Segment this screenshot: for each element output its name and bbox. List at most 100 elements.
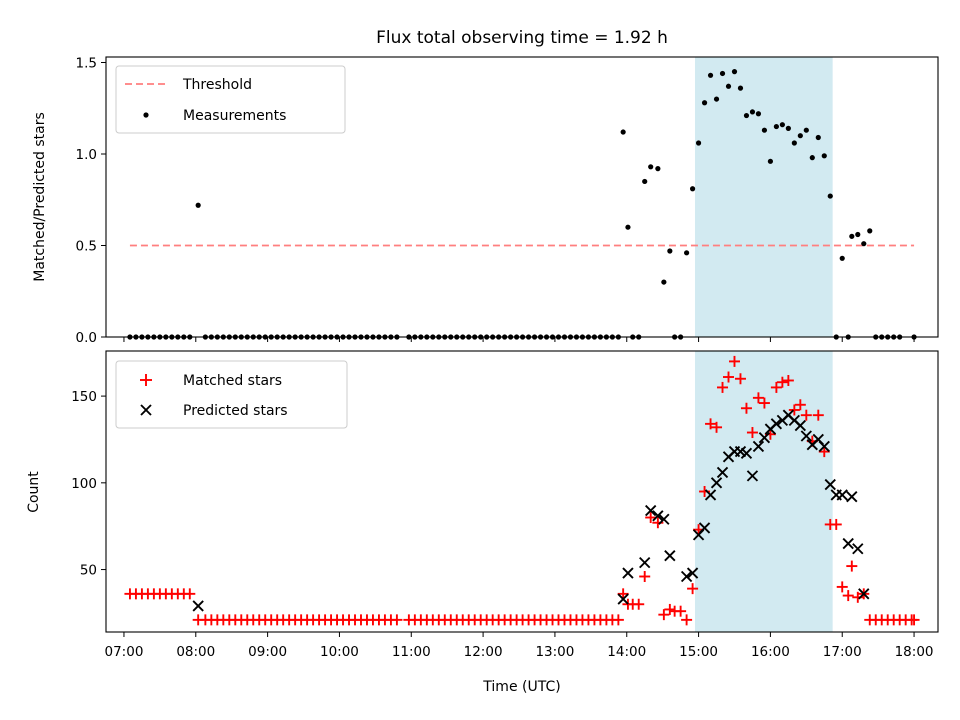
x-tick-label: 14:00 (607, 644, 646, 660)
measurement-point (785, 125, 791, 131)
x-tick-label: 10:00 (320, 644, 359, 660)
matched-legend-swatch (140, 374, 152, 386)
matched-star-point (752, 392, 764, 404)
matched-star-point (842, 590, 854, 602)
bottom-legend-box (115, 360, 348, 429)
matched-star-point (908, 614, 920, 626)
bottom-axes-frame (105, 350, 939, 633)
bottom-panel: 50 100 150 07:00 08:00 09:00 10:00 11:00 12:00 13… (26, 350, 939, 695)
chart-title: Flux total observing time = 1.92 h (376, 28, 668, 48)
measurement-point (849, 233, 855, 239)
matched-star-point (723, 371, 735, 383)
x-tick-label: 12:00 (464, 644, 503, 660)
matched-star-point (812, 409, 824, 421)
measurement-point (867, 228, 873, 234)
matched-star-point (675, 605, 687, 617)
top-y-tick-label: 1.0 (76, 147, 97, 163)
matched-star-point (664, 603, 676, 615)
predicted-star-point (622, 567, 634, 579)
measurement-point (761, 127, 768, 133)
predicted-star-point (716, 466, 729, 479)
x-tick-label: 07:00 (105, 644, 144, 660)
predicted-legend-label: Predicted stars (183, 403, 288, 419)
predicted-star-point (800, 430, 812, 442)
top-legend-box (115, 65, 346, 134)
measurement-point (731, 69, 738, 75)
bottom-y-tick-label: 50 (80, 563, 97, 579)
measurement-point (642, 178, 648, 185)
predicted-star-point (836, 489, 848, 501)
x-tick-label: 17:00 (823, 644, 862, 660)
matched-star-point (788, 404, 800, 416)
bottom-y-axis-label: Count (26, 471, 42, 513)
top-y-axis-label: Matched/Predicted stars (32, 112, 48, 282)
matched-star-point (776, 376, 788, 388)
predicted-stars-points (192, 409, 870, 612)
matched-star-point (681, 614, 693, 626)
measurement-point (767, 158, 774, 164)
matched-star-point (782, 374, 794, 386)
x-tick-label: 18:00 (895, 644, 934, 660)
measurement-point (689, 186, 696, 192)
matched-star-point (846, 560, 858, 572)
predicted-star-point (818, 440, 830, 453)
predicted-star-point (664, 550, 676, 562)
predicted-star-point (758, 432, 771, 444)
matched-star-point (734, 373, 746, 385)
measurement-point (648, 164, 654, 170)
top-axes-frame (105, 56, 939, 338)
measurement-point (855, 231, 861, 238)
measurement-point (707, 72, 714, 78)
measurement-point (661, 279, 667, 285)
measurement-point (773, 123, 779, 130)
predicted-star-point (770, 418, 783, 430)
x-tick-label: 09:00 (248, 644, 287, 660)
matched-star-point (687, 583, 699, 595)
threshold-legend-label: Threshold (182, 77, 252, 93)
matched-legend-label: Matched stars (183, 373, 282, 389)
measurement-point (749, 109, 756, 115)
predicted-star-point (846, 491, 858, 503)
matched-star-point (728, 355, 740, 367)
x-tick-label: 11:00 (392, 644, 431, 660)
x-tick-label: 16:00 (751, 644, 790, 660)
bottom-legend: Matched stars Predicted stars (115, 360, 348, 429)
bottom-y-tick-label: 100 (71, 476, 97, 492)
predicted-star-point (740, 447, 753, 460)
measurement-point (797, 133, 803, 139)
matched-star-point (639, 570, 651, 582)
x-tick-label: 15:00 (679, 644, 718, 660)
predicted-star-point (617, 593, 629, 605)
predicted-star-point (686, 567, 699, 579)
top-panel: 0.0 0.5 1.0 1.5 Matched/Predicted stars Thr… (32, 55, 939, 346)
predicted-star-point (658, 513, 670, 525)
measurement-point (701, 100, 708, 106)
measurement-point (620, 129, 626, 135)
measurement-point (827, 193, 833, 199)
predicted-legend-swatch (140, 404, 152, 416)
matched-star-point (740, 402, 752, 414)
predicted-star-point (710, 477, 723, 489)
top-y-tick-label: 1.5 (76, 55, 97, 71)
measurement-point (779, 122, 785, 128)
matched-star-point (818, 446, 830, 458)
measurement-point (861, 241, 867, 247)
measurement-point (713, 96, 720, 102)
measurement-point (809, 155, 815, 161)
matched-star-point (617, 588, 629, 600)
measurement-point (719, 70, 726, 77)
matched-star-point (391, 614, 403, 626)
matched-star-point (800, 409, 812, 421)
predicted-star-point (824, 478, 836, 491)
top-y-tick-label: 0.5 (76, 238, 97, 254)
bottom-axis-ticks: 50 100 150 07:00 08:00 09:00 10:00 11:00 12:00 13… (71, 389, 933, 660)
predicted-star-point (645, 504, 657, 517)
measurement-point (821, 153, 827, 159)
x-tick-label: 08:00 (176, 644, 215, 660)
matched-star-point (770, 381, 782, 393)
matched-star-point (184, 588, 196, 600)
predicted-star-point (794, 419, 807, 432)
predicted-star-point (752, 440, 765, 453)
predicted-star-point (639, 556, 651, 569)
